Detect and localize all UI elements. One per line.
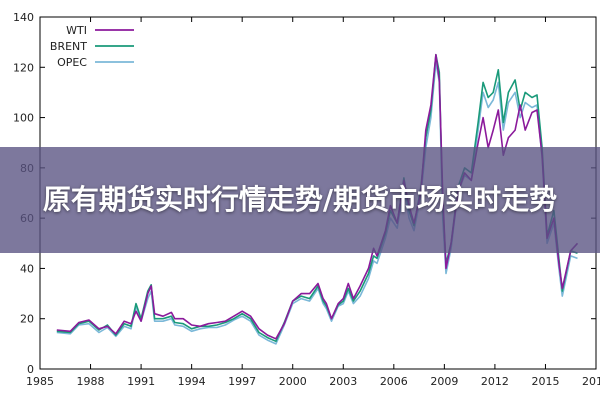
x-tick-label: 2012 xyxy=(481,375,509,388)
y-tick-label: 0 xyxy=(27,363,34,376)
series-layer xyxy=(56,53,579,345)
x-tick-label: 2003 xyxy=(329,375,357,388)
x-tick-label: 1988 xyxy=(77,375,105,388)
legend-label-opec: OPEC xyxy=(57,56,87,69)
x-tick-label: 2015 xyxy=(531,375,559,388)
series-line-brent xyxy=(56,53,578,343)
y-tick-label: 20 xyxy=(20,313,34,326)
legend: WTI BRENT OPEC xyxy=(50,24,134,69)
y-tick-label: 100 xyxy=(13,112,34,125)
series-line-wti xyxy=(56,53,579,340)
x-tick-label: 2018 xyxy=(582,375,600,388)
series-line-opec xyxy=(56,61,578,345)
y-tick-label: 140 xyxy=(13,11,34,24)
x-tick-label: 2000 xyxy=(279,375,307,388)
y-tick-label: 120 xyxy=(13,61,34,74)
legend-label-brent: BRENT xyxy=(50,40,87,53)
legend-label-wti: WTI xyxy=(66,24,87,37)
x-tick-label: 1997 xyxy=(228,375,256,388)
x-tick-label: 2006 xyxy=(380,375,408,388)
y-tick-label: 40 xyxy=(20,262,34,275)
headline-title: 原有期货实时行情走势/期货市场实时走势 xyxy=(42,183,558,216)
x-tick-label: 1991 xyxy=(127,375,155,388)
x-tick-label: 1994 xyxy=(178,375,206,388)
x-tick-label: 2009 xyxy=(430,375,458,388)
x-tick-label: 1985 xyxy=(26,375,54,388)
ticks-layer: 1985 1988 1991 1994 1997 2000 2003 2006 2009 2012… xyxy=(13,11,600,388)
headline-banner: 原有期货实时行情走势/期货市场实时走势 xyxy=(0,147,600,253)
